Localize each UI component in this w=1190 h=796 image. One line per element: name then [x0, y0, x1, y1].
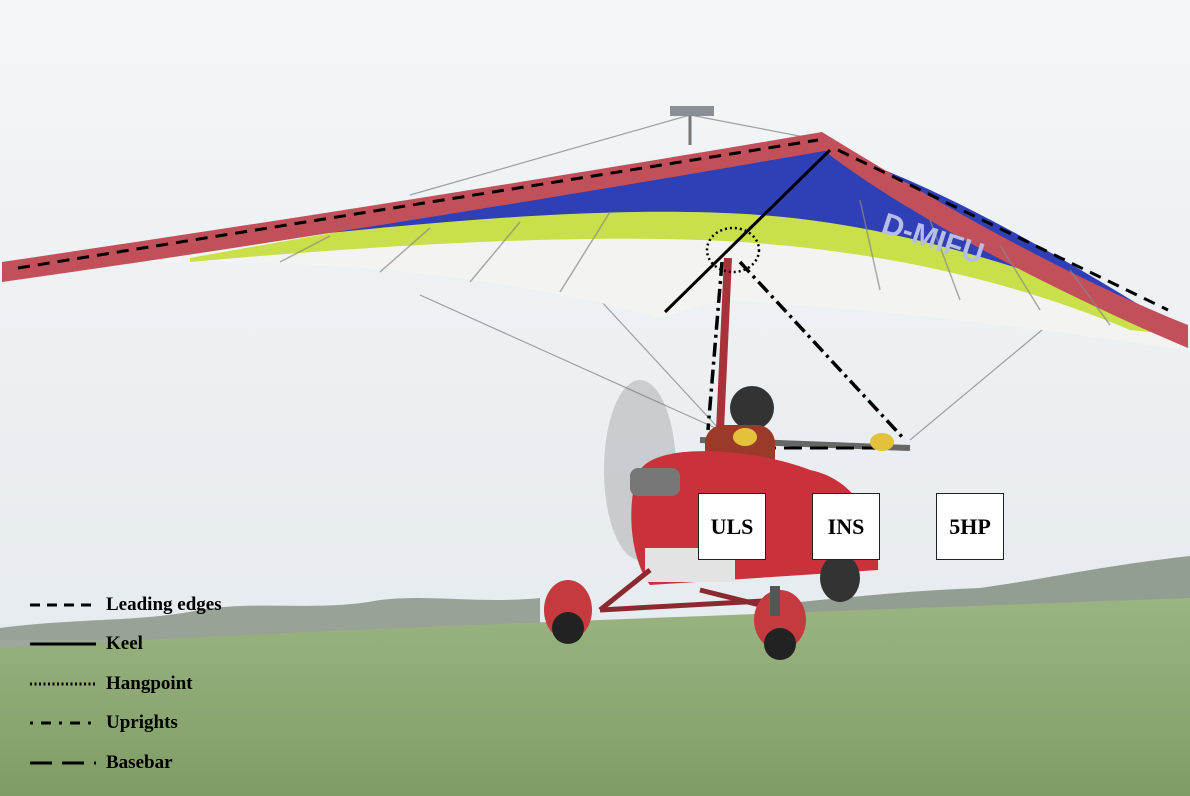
wheel-left-tyre [552, 612, 584, 644]
trike-mast [716, 257, 732, 431]
trike-engine [630, 468, 680, 496]
legend-swatch-dash-dot [30, 721, 96, 725]
legend-item-uprights: Uprights [28, 704, 288, 744]
legend-label: Uprights [106, 712, 178, 734]
pilot-glove-right [870, 433, 894, 451]
uls-label: ULS [698, 493, 766, 560]
legend-item-basebar: Basebar [28, 743, 288, 783]
leading-edge-left-tube [2, 132, 830, 282]
upright-left-line [706, 261, 724, 431]
kingpost-top [670, 106, 714, 116]
leading-edge-left-line [17, 138, 819, 270]
leading-edge-right-tube [822, 132, 1188, 348]
pilot-helmet [730, 386, 774, 430]
5hp-label: 5HP [936, 493, 1004, 560]
pilot-glove-left [733, 428, 757, 446]
legend-swatch-dashed [30, 603, 96, 607]
keel-line [663, 148, 832, 314]
legend-label: Hangpoint [106, 672, 193, 694]
leading-edge-right-line [837, 148, 1169, 312]
legend-item-leading-edges: Leading edges [28, 585, 288, 625]
legend-swatch-dotted [30, 682, 96, 686]
legend-swatch-solid [30, 642, 96, 646]
sail-battens [279, 199, 1111, 326]
grass-field [0, 598, 1190, 796]
rigging-wires [409, 114, 1061, 441]
wheel-right [820, 554, 860, 602]
legend-label: Basebar [106, 751, 173, 773]
legend-label: Keel [106, 633, 143, 655]
front-fork [770, 586, 780, 616]
legend-label: Leading edges [106, 593, 222, 615]
legend-swatch-long-dash [30, 761, 96, 765]
legend-item-hangpoint: Hangpoint [28, 664, 288, 704]
hangpoint-circle [705, 226, 761, 274]
legend: Leading edges Keel Hangpoint Uprights Ba… [28, 585, 288, 783]
ins-label: INS [812, 493, 880, 560]
wheel-front-tyre [764, 628, 796, 660]
legend-item-keel: Keel [28, 625, 288, 665]
upright-right-line [738, 260, 907, 442]
